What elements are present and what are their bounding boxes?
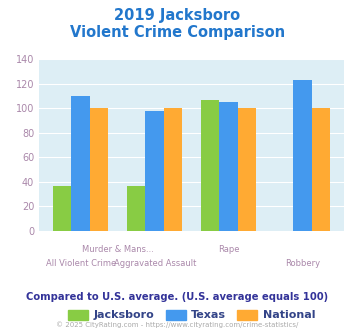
Legend: Jacksboro, Texas, National: Jacksboro, Texas, National	[64, 305, 320, 325]
Bar	[53, 186, 71, 231]
Text: © 2025 CityRating.com - https://www.cityrating.com/crime-statistics/: © 2025 CityRating.com - https://www.city…	[56, 322, 299, 328]
Bar	[294, 80, 312, 231]
Bar	[71, 96, 90, 231]
Bar	[146, 111, 164, 231]
Bar	[90, 109, 108, 231]
Bar	[201, 100, 219, 231]
Bar	[164, 109, 182, 231]
Text: Rape: Rape	[218, 245, 240, 254]
Text: Violent Crime Comparison: Violent Crime Comparison	[70, 25, 285, 40]
Bar	[312, 109, 331, 231]
Text: All Violent Crime: All Violent Crime	[45, 259, 116, 268]
Text: Aggravated Assault: Aggravated Assault	[114, 259, 196, 268]
Text: 2019 Jacksboro: 2019 Jacksboro	[114, 8, 241, 23]
Text: Murder & Mans...: Murder & Mans...	[82, 245, 154, 254]
Text: Compared to U.S. average. (U.S. average equals 100): Compared to U.S. average. (U.S. average …	[26, 292, 329, 302]
Text: Robbery: Robbery	[285, 259, 320, 268]
Bar	[238, 109, 256, 231]
Bar	[219, 102, 238, 231]
Bar	[127, 186, 146, 231]
